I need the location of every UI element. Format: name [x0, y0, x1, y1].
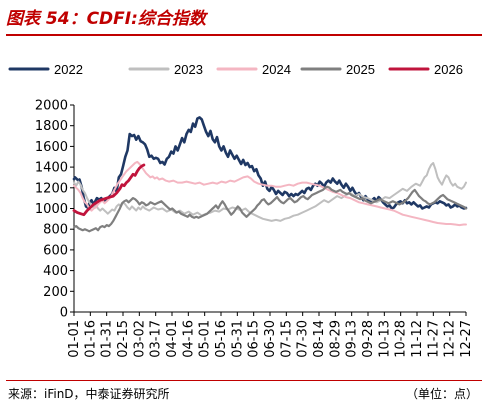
y-tick-label: 1200 [35, 181, 68, 196]
y-tick-label: 1800 [35, 119, 68, 134]
x-tick-label: 10-13 [377, 320, 392, 358]
series-line-2024 [73, 160, 467, 227]
x-tick-label: 12-27 [459, 320, 474, 358]
x-tick-label: 07-30 [296, 320, 311, 358]
x-tick-label: 03-02 [132, 320, 147, 358]
x-tick-label: 08-29 [328, 320, 343, 358]
y-tick-label: 2000 [35, 99, 68, 114]
plot-area [72, 116, 468, 233]
x-tick-label: 08-14 [312, 320, 327, 358]
x-tick-label: 05-31 [230, 320, 245, 358]
x-tick-label: 02-15 [116, 320, 131, 358]
x-tick-label: 11-12 [410, 320, 425, 358]
x-tick-label: 03-17 [149, 320, 164, 358]
x-tick-label: 01-01 [67, 320, 82, 358]
x-tick-label: 04-16 [181, 320, 196, 358]
x-tick-label: 05-16 [214, 320, 229, 358]
x-tick-label: 06-30 [263, 320, 278, 358]
x-tick-label: 01-31 [100, 320, 115, 358]
x-tick-label: 11-27 [426, 320, 441, 358]
series-line-2025 [72, 185, 468, 233]
y-tick-label: 1400 [35, 161, 68, 176]
legend-label-2026: 2026 [434, 62, 463, 77]
x-tick-label: 04-01 [165, 320, 180, 358]
series-line-2023 [73, 162, 467, 222]
source-note: 来源：iFinD，中泰证券研究所 [8, 387, 170, 401]
x-tick-label: 10-28 [394, 320, 409, 358]
x-tick-label: 09-28 [361, 320, 376, 358]
y-tick-label: 400 [43, 264, 68, 279]
chart-title: 图表 54：CDFI:综合指数 [6, 9, 206, 29]
x-tick-label: 01-16 [83, 320, 98, 358]
legend-label-2023: 2023 [174, 62, 203, 77]
legend-label-2025: 2025 [346, 62, 375, 77]
x-tick-label: 06-15 [247, 320, 262, 358]
y-tick-label: 200 [43, 285, 68, 300]
y-tick-label: 800 [43, 223, 68, 238]
y-tick-label: 0 [60, 306, 68, 321]
title-rule [6, 34, 482, 36]
x-tick-label: 12-12 [443, 320, 458, 358]
x-tick-label: 07-15 [279, 320, 294, 358]
chart-canvas: 2022 2023 2024 2025 2026 0 200 400 600 800 1000 12… [8, 62, 474, 358]
unit-note: （单位：点） [405, 387, 478, 401]
series-line-2022 [72, 116, 468, 210]
legend-label-2022: 2022 [54, 62, 83, 77]
x-axis: 01-01 01-16 01-31 02-15 03-02 03-17 04-01 04-16… [67, 311, 474, 358]
y-axis: 0 200 400 600 800 1000 1200 1400 1600 1800 2000 [35, 99, 75, 321]
footer-rule [6, 380, 482, 381]
series-line-2026 [72, 163, 146, 217]
y-tick-label: 600 [43, 243, 68, 258]
legend-label-2024: 2024 [262, 62, 291, 77]
legend: 2022 2023 2024 2025 2026 [8, 62, 463, 77]
y-tick-label: 1600 [35, 140, 68, 155]
x-tick-label: 09-13 [345, 320, 360, 358]
y-tick-label: 1000 [35, 202, 68, 217]
x-tick-label: 05-01 [198, 320, 213, 358]
